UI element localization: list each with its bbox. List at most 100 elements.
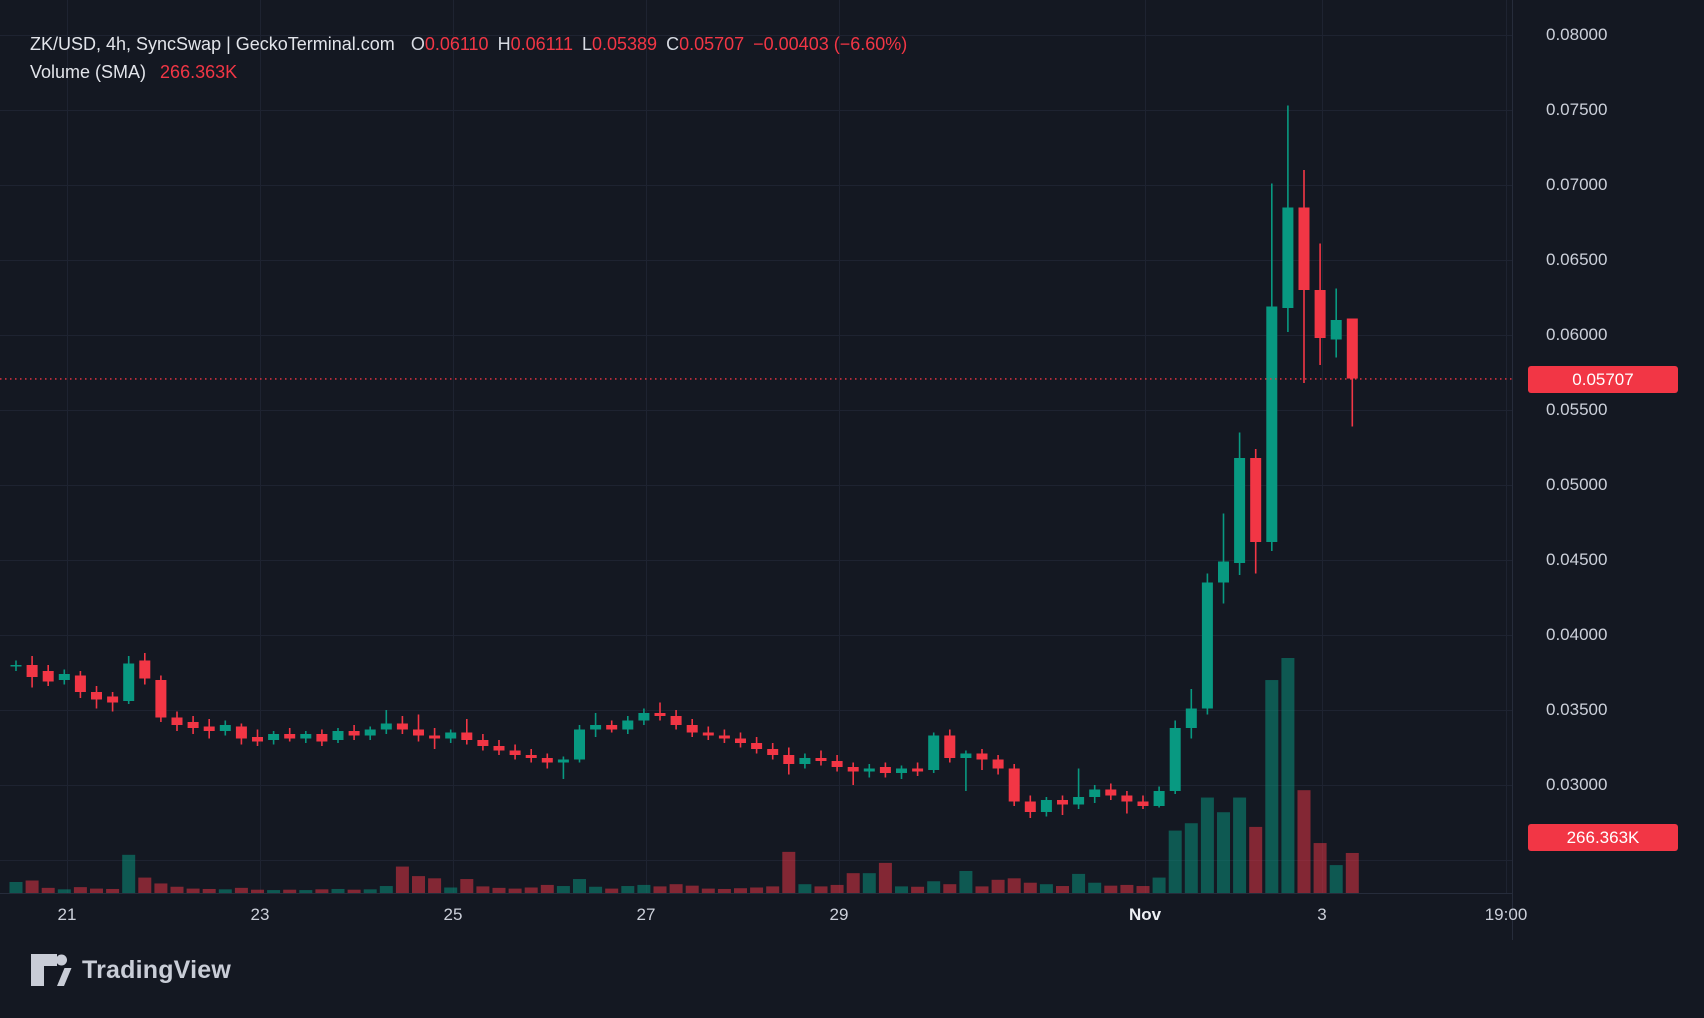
volume-bar — [218, 889, 232, 893]
time-tick-label[interactable]: 23 — [250, 905, 270, 924]
time-tick-label[interactable]: 27 — [636, 905, 656, 924]
ohlc-token-h: H0.06111 — [497, 33, 573, 54]
candle-body — [300, 734, 312, 739]
volume-bar — [1007, 878, 1021, 893]
time-tick-label[interactable]: 19:00 — [1484, 905, 1528, 924]
price-tick-label[interactable]: 0.07000 — [1546, 175, 1608, 194]
candle-body — [1234, 458, 1246, 563]
candle-body — [574, 729, 585, 760]
candle-body — [1282, 207, 1294, 308]
price-tick-label[interactable]: 0.03000 — [1546, 775, 1608, 794]
time-tick-label[interactable]: Nov — [1128, 905, 1162, 924]
candle-body — [1185, 708, 1197, 728]
volume-bar — [1120, 884, 1134, 893]
tradingview-logo[interactable]: TradingView — [30, 952, 231, 988]
volume-bar — [1088, 882, 1102, 893]
candle-body — [783, 755, 795, 764]
price-tick-label[interactable]: 0.08000 — [1546, 25, 1608, 44]
ohlc-values: O0.06110 H0.06111 L0.05389 C0.05707 — [411, 34, 753, 55]
price-tick-label[interactable]: 0.04000 — [1546, 625, 1608, 644]
candle-body — [606, 725, 618, 730]
symbol-title[interactable]: ZK/USD, 4h, SyncSwap | GeckoTerminal.com — [30, 33, 395, 54]
candle-body — [1201, 582, 1213, 709]
volume-bar — [669, 884, 683, 893]
candle-body — [26, 665, 38, 677]
candle-body — [976, 753, 988, 760]
volume-bar — [1217, 812, 1230, 893]
volume-bar — [991, 879, 1005, 893]
volume-bar — [492, 887, 506, 893]
volume-bar — [1200, 797, 1214, 893]
volume-bar — [122, 854, 136, 893]
candle-body — [171, 717, 183, 725]
volume-bar — [1281, 658, 1295, 893]
time-tick-label[interactable]: 3 — [1317, 905, 1327, 924]
volume-bar — [57, 889, 71, 893]
volume-indicator-value: 266.363K — [160, 61, 238, 82]
price-tick-label[interactable]: 0.06500 — [1546, 250, 1608, 269]
candle-body — [1169, 728, 1181, 791]
volume-bar — [508, 888, 522, 893]
candle-body — [74, 675, 86, 692]
ohlc-token-l: L0.05389 — [581, 33, 658, 54]
volume-bar — [9, 881, 23, 893]
volume-bar — [1265, 680, 1279, 893]
volume-bar — [653, 886, 667, 893]
volume-bar — [1345, 852, 1359, 893]
volume-bar — [766, 886, 780, 893]
volume-bar — [1249, 826, 1263, 893]
time-axis-border — [0, 893, 1512, 894]
candle-body — [477, 740, 489, 746]
time-tick-label[interactable]: 21 — [57, 905, 77, 924]
price-tick-label[interactable]: 0.06000 — [1546, 325, 1608, 344]
volume-bar — [73, 887, 87, 893]
candle-body — [1314, 290, 1326, 338]
candle-body — [493, 746, 505, 751]
candle-body — [1089, 789, 1101, 797]
candle-body — [1266, 306, 1278, 542]
time-tick-label[interactable]: 29 — [829, 905, 849, 924]
price-tick-label[interactable]: 0.07500 — [1546, 100, 1608, 119]
candle-body — [364, 729, 376, 736]
candle-body — [622, 720, 634, 730]
volume-bar — [605, 888, 619, 893]
candle-body — [1153, 791, 1165, 806]
volume-bar — [1152, 877, 1166, 893]
volume-bar — [927, 881, 941, 893]
candle-body — [670, 716, 682, 725]
volume-bar — [1297, 790, 1311, 893]
volume-bar — [331, 888, 345, 893]
candle-body — [235, 726, 247, 739]
volume-bar — [701, 888, 715, 893]
price-tick-label[interactable]: 0.04500 — [1546, 550, 1608, 569]
legend-symbol-row: ZK/USD, 4h, SyncSwap | GeckoTerminal.com… — [30, 30, 907, 58]
volume-bar — [621, 886, 635, 893]
candle-body — [1346, 318, 1358, 379]
candle-body — [815, 758, 827, 761]
candle-body — [1250, 458, 1262, 542]
volume-bar — [428, 878, 442, 893]
volume-indicator-label[interactable]: Volume (SMA) — [30, 61, 147, 82]
volume-bar — [814, 886, 828, 893]
candle-body — [992, 759, 1004, 769]
price-tick-label[interactable]: 0.03500 — [1546, 700, 1608, 719]
candle-body — [316, 734, 328, 742]
candle-body — [445, 732, 457, 739]
candle-body — [252, 737, 263, 742]
volume-bar — [234, 887, 248, 893]
volume-bar — [830, 884, 844, 893]
candle-body — [702, 732, 714, 736]
candle-body — [396, 723, 408, 730]
volume-bar — [347, 889, 361, 893]
volume-bar — [798, 884, 812, 893]
candle-body — [1121, 795, 1133, 802]
candle-body — [10, 665, 22, 667]
candle-body — [139, 660, 151, 679]
time-tick-label[interactable]: 25 — [443, 905, 463, 924]
volume-bar — [444, 887, 458, 893]
price-tick-label[interactable]: 0.05500 — [1546, 400, 1608, 419]
candle-body — [718, 735, 730, 739]
price-tick-label[interactable]: 0.05000 — [1546, 475, 1608, 494]
candle-body — [879, 767, 891, 773]
